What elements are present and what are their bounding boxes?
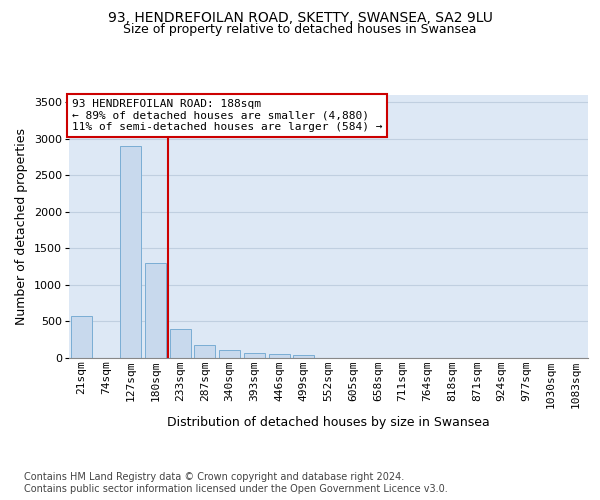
Y-axis label: Number of detached properties: Number of detached properties bbox=[16, 128, 28, 325]
Bar bbox=[145, 262, 166, 358]
X-axis label: Distribution of detached houses by size in Swansea: Distribution of detached houses by size … bbox=[167, 416, 490, 429]
Bar bbox=[244, 353, 265, 358]
Text: Contains public sector information licensed under the Open Government Licence v3: Contains public sector information licen… bbox=[24, 484, 448, 494]
Text: Contains HM Land Registry data © Crown copyright and database right 2024.: Contains HM Land Registry data © Crown c… bbox=[24, 472, 404, 482]
Bar bbox=[293, 354, 314, 358]
Bar bbox=[194, 344, 215, 358]
Text: 93 HENDREFOILAN ROAD: 188sqm
← 89% of detached houses are smaller (4,880)
11% of: 93 HENDREFOILAN ROAD: 188sqm ← 89% of de… bbox=[71, 99, 382, 132]
Bar bbox=[170, 329, 191, 358]
Text: Size of property relative to detached houses in Swansea: Size of property relative to detached ho… bbox=[123, 22, 477, 36]
Bar bbox=[219, 350, 240, 358]
Text: 93, HENDREFOILAN ROAD, SKETTY, SWANSEA, SA2 9LU: 93, HENDREFOILAN ROAD, SKETTY, SWANSEA, … bbox=[107, 11, 493, 25]
Bar bbox=[120, 146, 141, 358]
Bar bbox=[269, 354, 290, 358]
Bar bbox=[71, 316, 92, 358]
